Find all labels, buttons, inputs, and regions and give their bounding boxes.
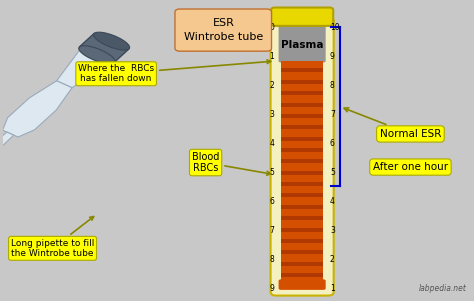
Polygon shape: [79, 33, 129, 63]
Bar: [281, 148, 323, 152]
Bar: [281, 262, 323, 265]
Bar: [281, 137, 323, 141]
Text: 10: 10: [330, 23, 339, 32]
Text: 3: 3: [330, 226, 335, 235]
Bar: [281, 228, 323, 231]
Text: Normal ESR: Normal ESR: [344, 108, 441, 139]
FancyBboxPatch shape: [271, 8, 333, 26]
Text: 2: 2: [330, 255, 335, 264]
Text: 8: 8: [330, 81, 335, 90]
Bar: [281, 103, 323, 107]
Text: 4: 4: [330, 197, 335, 206]
Text: labpedia.net: labpedia.net: [419, 284, 467, 293]
Text: 5: 5: [330, 168, 335, 177]
Text: 9: 9: [270, 284, 274, 293]
Bar: [281, 205, 323, 209]
Bar: [281, 284, 323, 288]
Bar: [281, 80, 323, 84]
Polygon shape: [2, 81, 72, 137]
Polygon shape: [0, 132, 14, 243]
Text: 0: 0: [270, 23, 274, 32]
Bar: [281, 125, 323, 129]
Polygon shape: [56, 48, 112, 88]
Polygon shape: [93, 32, 129, 50]
Text: 4: 4: [270, 139, 274, 148]
Text: 6: 6: [270, 197, 274, 206]
Text: 2: 2: [270, 81, 274, 90]
Bar: [281, 159, 323, 163]
Bar: [281, 171, 323, 175]
Text: 8: 8: [270, 255, 274, 264]
Bar: [281, 194, 323, 197]
Text: Blood
RBCs: Blood RBCs: [192, 152, 271, 175]
FancyBboxPatch shape: [175, 9, 272, 51]
Text: 5: 5: [270, 168, 274, 177]
Text: Plasma: Plasma: [281, 40, 323, 50]
Text: 1: 1: [330, 284, 335, 293]
FancyBboxPatch shape: [279, 26, 326, 63]
Bar: [281, 182, 323, 186]
Text: 3: 3: [270, 110, 274, 119]
Bar: [281, 61, 323, 288]
Polygon shape: [79, 46, 115, 64]
Bar: [281, 273, 323, 277]
FancyBboxPatch shape: [271, 17, 334, 296]
Text: 1: 1: [270, 51, 274, 61]
Text: Where the  RBCs
has fallen down: Where the RBCs has fallen down: [78, 60, 271, 83]
Bar: [281, 68, 323, 73]
Text: 7: 7: [330, 110, 335, 119]
Bar: [281, 91, 323, 95]
Text: ESR
Wintrobe tube: ESR Wintrobe tube: [184, 18, 263, 42]
Text: After one hour: After one hour: [373, 162, 448, 172]
Bar: [281, 216, 323, 220]
Text: 9: 9: [330, 51, 335, 61]
Text: Long pipette to fill
the Wintrobe tube: Long pipette to fill the Wintrobe tube: [11, 216, 94, 258]
FancyBboxPatch shape: [279, 279, 326, 290]
Bar: [281, 114, 323, 118]
Text: 6: 6: [330, 139, 335, 148]
Text: 7: 7: [270, 226, 274, 235]
Bar: [281, 250, 323, 254]
Bar: [281, 239, 323, 243]
